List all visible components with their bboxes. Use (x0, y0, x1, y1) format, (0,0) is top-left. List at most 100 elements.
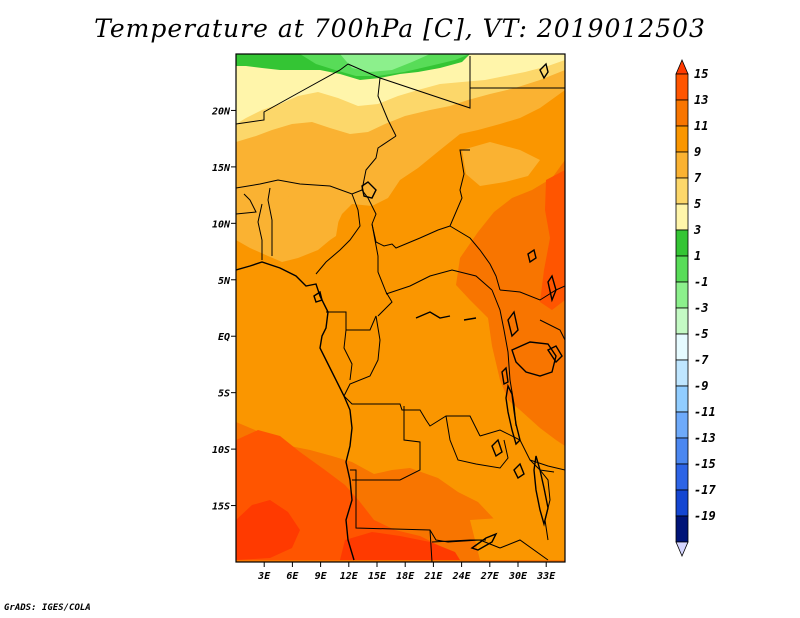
border-chad-sudan (361, 135, 397, 225)
lat-tick-label: 5N (218, 276, 231, 287)
lat-tick-label: 20N (211, 106, 231, 117)
lake-tanganyika (505, 383, 521, 446)
colorbar-swatch (675, 515, 689, 543)
coast-gabon-angola (319, 311, 355, 561)
colorbar-label: 9 (694, 145, 701, 159)
field-15-southwest (236, 500, 300, 560)
lat-tick-label: EQ (218, 332, 230, 343)
border-tanzania-south (529, 459, 565, 471)
colorbar-swatch (675, 489, 689, 517)
colorbar-swatch (675, 307, 689, 335)
field-13-east (540, 170, 565, 310)
border-benin-nigeria (267, 187, 273, 256)
lat-tick-label: 10N (212, 219, 231, 230)
field-minus3 (340, 54, 430, 72)
colorbar-swatch (675, 177, 689, 205)
colorbar-label: -3 (694, 301, 708, 315)
lat-tick-label: 10S (212, 445, 230, 456)
lon-tick-label: 3E (257, 571, 271, 582)
colorbar-swatch (675, 125, 689, 153)
colorbar-label: 3 (693, 223, 701, 237)
colorbar-label: 1 (694, 249, 701, 263)
grads-credit: GrADS: IGES/COLA (4, 603, 91, 613)
border-libya-sudan (379, 56, 471, 109)
border-libya-niger (236, 63, 349, 125)
colorbar-label: -1 (694, 275, 708, 289)
colorbar-label: -5 (694, 327, 708, 341)
colorbar-label: -13 (694, 431, 716, 445)
border-tanzania-kenya (539, 319, 565, 341)
lon-tick-label: 21E (423, 571, 443, 582)
border-ghana (236, 193, 257, 215)
map-frame (235, 53, 566, 563)
field-9-southeast (470, 518, 560, 560)
field-15-south (340, 532, 460, 560)
colorbar-swatch (675, 255, 689, 283)
lake-nasser (539, 62, 549, 80)
border-nigeria-cameroon (315, 193, 361, 275)
colorbar-swatch (675, 151, 689, 179)
colorbar-label: -19 (694, 509, 716, 523)
border-sudan-south (449, 149, 470, 227)
colorbar-label: -7 (694, 353, 709, 367)
border-gabon-congo (343, 329, 353, 381)
map-figure: 20N 15N 10N 5N EQ 5S 10S 15S 3E 6E 9E 12E 15E 18E 21E… (211, 53, 716, 582)
lake-tana (527, 248, 537, 264)
gulf-aden (546, 345, 563, 364)
field-7-patch-nile (462, 142, 540, 186)
colorbar-swatch (675, 359, 689, 387)
colorbar-swatch (675, 229, 689, 257)
border-malawi (539, 469, 551, 541)
lon-tick-label: 15E (368, 571, 387, 582)
chart-title: Temperature at 700hPa [C], VT: 201901250… (94, 14, 706, 43)
colorbar-swatch (675, 99, 689, 127)
border-southsudan-east (499, 285, 565, 301)
coastlines-and-lakes (236, 62, 563, 561)
river-congo-1 (415, 311, 451, 319)
lon-tick-label: 6E (286, 571, 299, 582)
colorbar-swatch (675, 333, 689, 361)
border-libya-chad (347, 63, 397, 137)
lake-victoria (511, 341, 557, 377)
colorbar-swatch (675, 411, 689, 439)
colorbar-label: 7 (694, 171, 702, 185)
border-namibia-caprivi (431, 539, 486, 543)
lon-tick-label: 18E (396, 571, 415, 582)
colorbar-swatch (675, 437, 689, 465)
colorbar-swatch (675, 73, 689, 101)
lon-tick-label: 24E (452, 571, 472, 582)
field-7-patch-nigeria (268, 196, 340, 252)
lon-tick-label: 12E (340, 571, 359, 582)
border-congo-drc (343, 315, 381, 397)
colorbar-label: -15 (694, 457, 716, 471)
coast-bioko (313, 290, 323, 303)
longitude-axis: 3E 6E 9E 12E 15E 18E 21E 24E 27E 30E 33E (257, 562, 556, 582)
border-botswana (429, 529, 433, 562)
lake-mweru (491, 438, 503, 458)
lake-albert (507, 310, 519, 338)
colorbar-label: 13 (694, 93, 708, 107)
colorbar-swatch (675, 281, 689, 309)
lake-chad (361, 181, 377, 199)
colorbar-label: -9 (694, 379, 708, 393)
lake-turkana (547, 274, 557, 303)
colorbar-label: 5 (694, 197, 701, 211)
lat-tick-label: 5S (218, 389, 230, 400)
border-cameroon-car (371, 223, 393, 317)
border-drc-zambia (445, 415, 509, 469)
colorbar-label: -17 (694, 483, 716, 497)
field-3 (236, 54, 565, 124)
country-borders (236, 56, 565, 562)
lon-tick-label: 33E (536, 571, 556, 582)
lon-tick-label: 30E (508, 571, 528, 582)
border-drc-west (343, 395, 481, 437)
border-angola-drc (352, 406, 421, 481)
colorbar: 15 13 11 9 7 5 3 1 -1 -3 -5 -7 -9 -11 -13 -15 -17 -19 (675, 58, 716, 558)
colorbar-label: 11 (694, 119, 708, 133)
temperature-field (236, 54, 565, 562)
lat-tick-label: 15N (212, 163, 231, 174)
latitude-axis: 20N 15N 10N 5N EQ 5S 10S 15S (211, 106, 236, 513)
colorbar-swatch (675, 203, 689, 231)
lon-tick-label: 27E (480, 571, 500, 582)
colorbar-swatch (675, 385, 689, 413)
